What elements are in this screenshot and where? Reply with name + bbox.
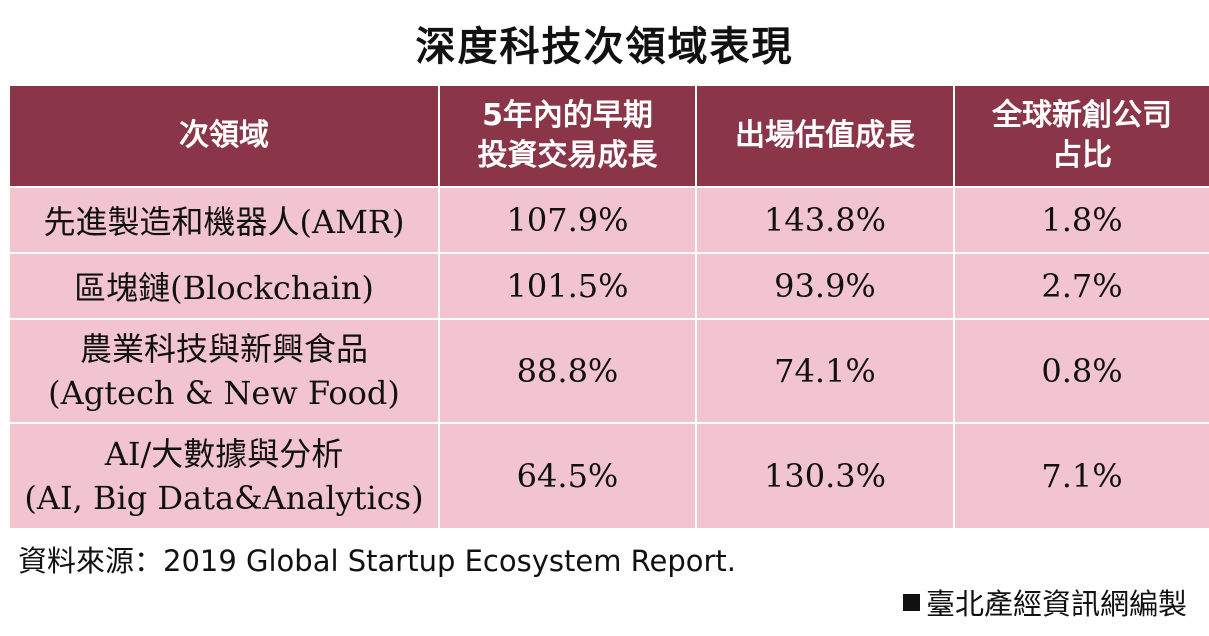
- row-label-text: 先進製造和機器人(AMR): [43, 203, 405, 241]
- credit-text: 臺北產經資訊網編製: [925, 587, 1187, 621]
- row-label-blockchain: 區塊鏈(Blockchain): [8, 252, 440, 320]
- row-label-text: (Agtech & New Food): [48, 374, 400, 412]
- value-cell: 130.3%: [695, 422, 955, 530]
- value-cell: 143.8%: [695, 186, 955, 254]
- data-table: 次領域 5年內的早期 投資交易成長 出場估值成長 全球新創公司 占比 先進製造和…: [8, 84, 1209, 530]
- column-header-subfield: 次領域: [8, 84, 440, 188]
- credit-note: 臺北產經資訊網編製: [902, 581, 1187, 623]
- header-text: 次領域: [179, 118, 269, 153]
- value-cell: 7.1%: [953, 422, 1209, 530]
- table-row: 農業科技與新興食品 (Agtech & New Food) 88.8% 74.1…: [8, 318, 1209, 424]
- value-cell: 74.1%: [695, 318, 955, 424]
- row-label-amr: 先進製造和機器人(AMR): [8, 186, 440, 254]
- column-header-early-investment-growth: 5年內的早期 投資交易成長: [438, 84, 697, 188]
- column-header-exit-valuation-growth: 出場估值成長: [695, 84, 955, 188]
- row-label-agtech: 農業科技與新興食品 (Agtech & New Food): [8, 318, 440, 424]
- value-cell: 93.9%: [695, 252, 955, 320]
- row-label-text: (AI, Big Data&Analytics): [24, 479, 424, 517]
- value-cell: 1.8%: [953, 186, 1209, 254]
- source-note: 資料來源：2019 Global Startup Ecosystem Repor…: [18, 544, 737, 578]
- row-label-text: 區塊鏈(Blockchain): [74, 269, 374, 307]
- header-text: 全球新創公司: [992, 98, 1172, 133]
- header-text: 占比: [1052, 138, 1112, 173]
- header-text: 出場估值成長: [735, 118, 915, 153]
- column-header-global-startup-share: 全球新創公司 占比: [953, 84, 1209, 188]
- chart-title: 深度科技次領域表現: [415, 24, 794, 70]
- table-row: AI/大數據與分析 (AI, Big Data&Analytics) 64.5%…: [8, 422, 1209, 530]
- table-row: 區塊鏈(Blockchain) 101.5% 93.9% 2.7%: [8, 252, 1209, 320]
- row-label-text: AI/大數據與分析: [104, 435, 344, 473]
- black-square-icon: [902, 593, 920, 611]
- row-label-ai-big-data: AI/大數據與分析 (AI, Big Data&Analytics): [8, 422, 440, 530]
- header-row: 次領域 5年內的早期 投資交易成長 出場估值成長 全球新創公司 占比: [8, 84, 1209, 188]
- header-text: 投資交易成長: [477, 138, 658, 173]
- value-cell: 88.8%: [438, 318, 697, 424]
- table-row: 先進製造和機器人(AMR) 107.9% 143.8% 1.8%: [8, 186, 1209, 254]
- value-cell: 0.8%: [953, 318, 1209, 424]
- value-cell: 107.9%: [438, 186, 697, 254]
- header-text: 5年內的早期: [482, 98, 653, 133]
- value-cell: 101.5%: [438, 252, 697, 320]
- value-cell: 2.7%: [953, 252, 1209, 320]
- value-cell: 64.5%: [438, 422, 697, 530]
- row-label-text: 農業科技與新興食品: [79, 330, 368, 368]
